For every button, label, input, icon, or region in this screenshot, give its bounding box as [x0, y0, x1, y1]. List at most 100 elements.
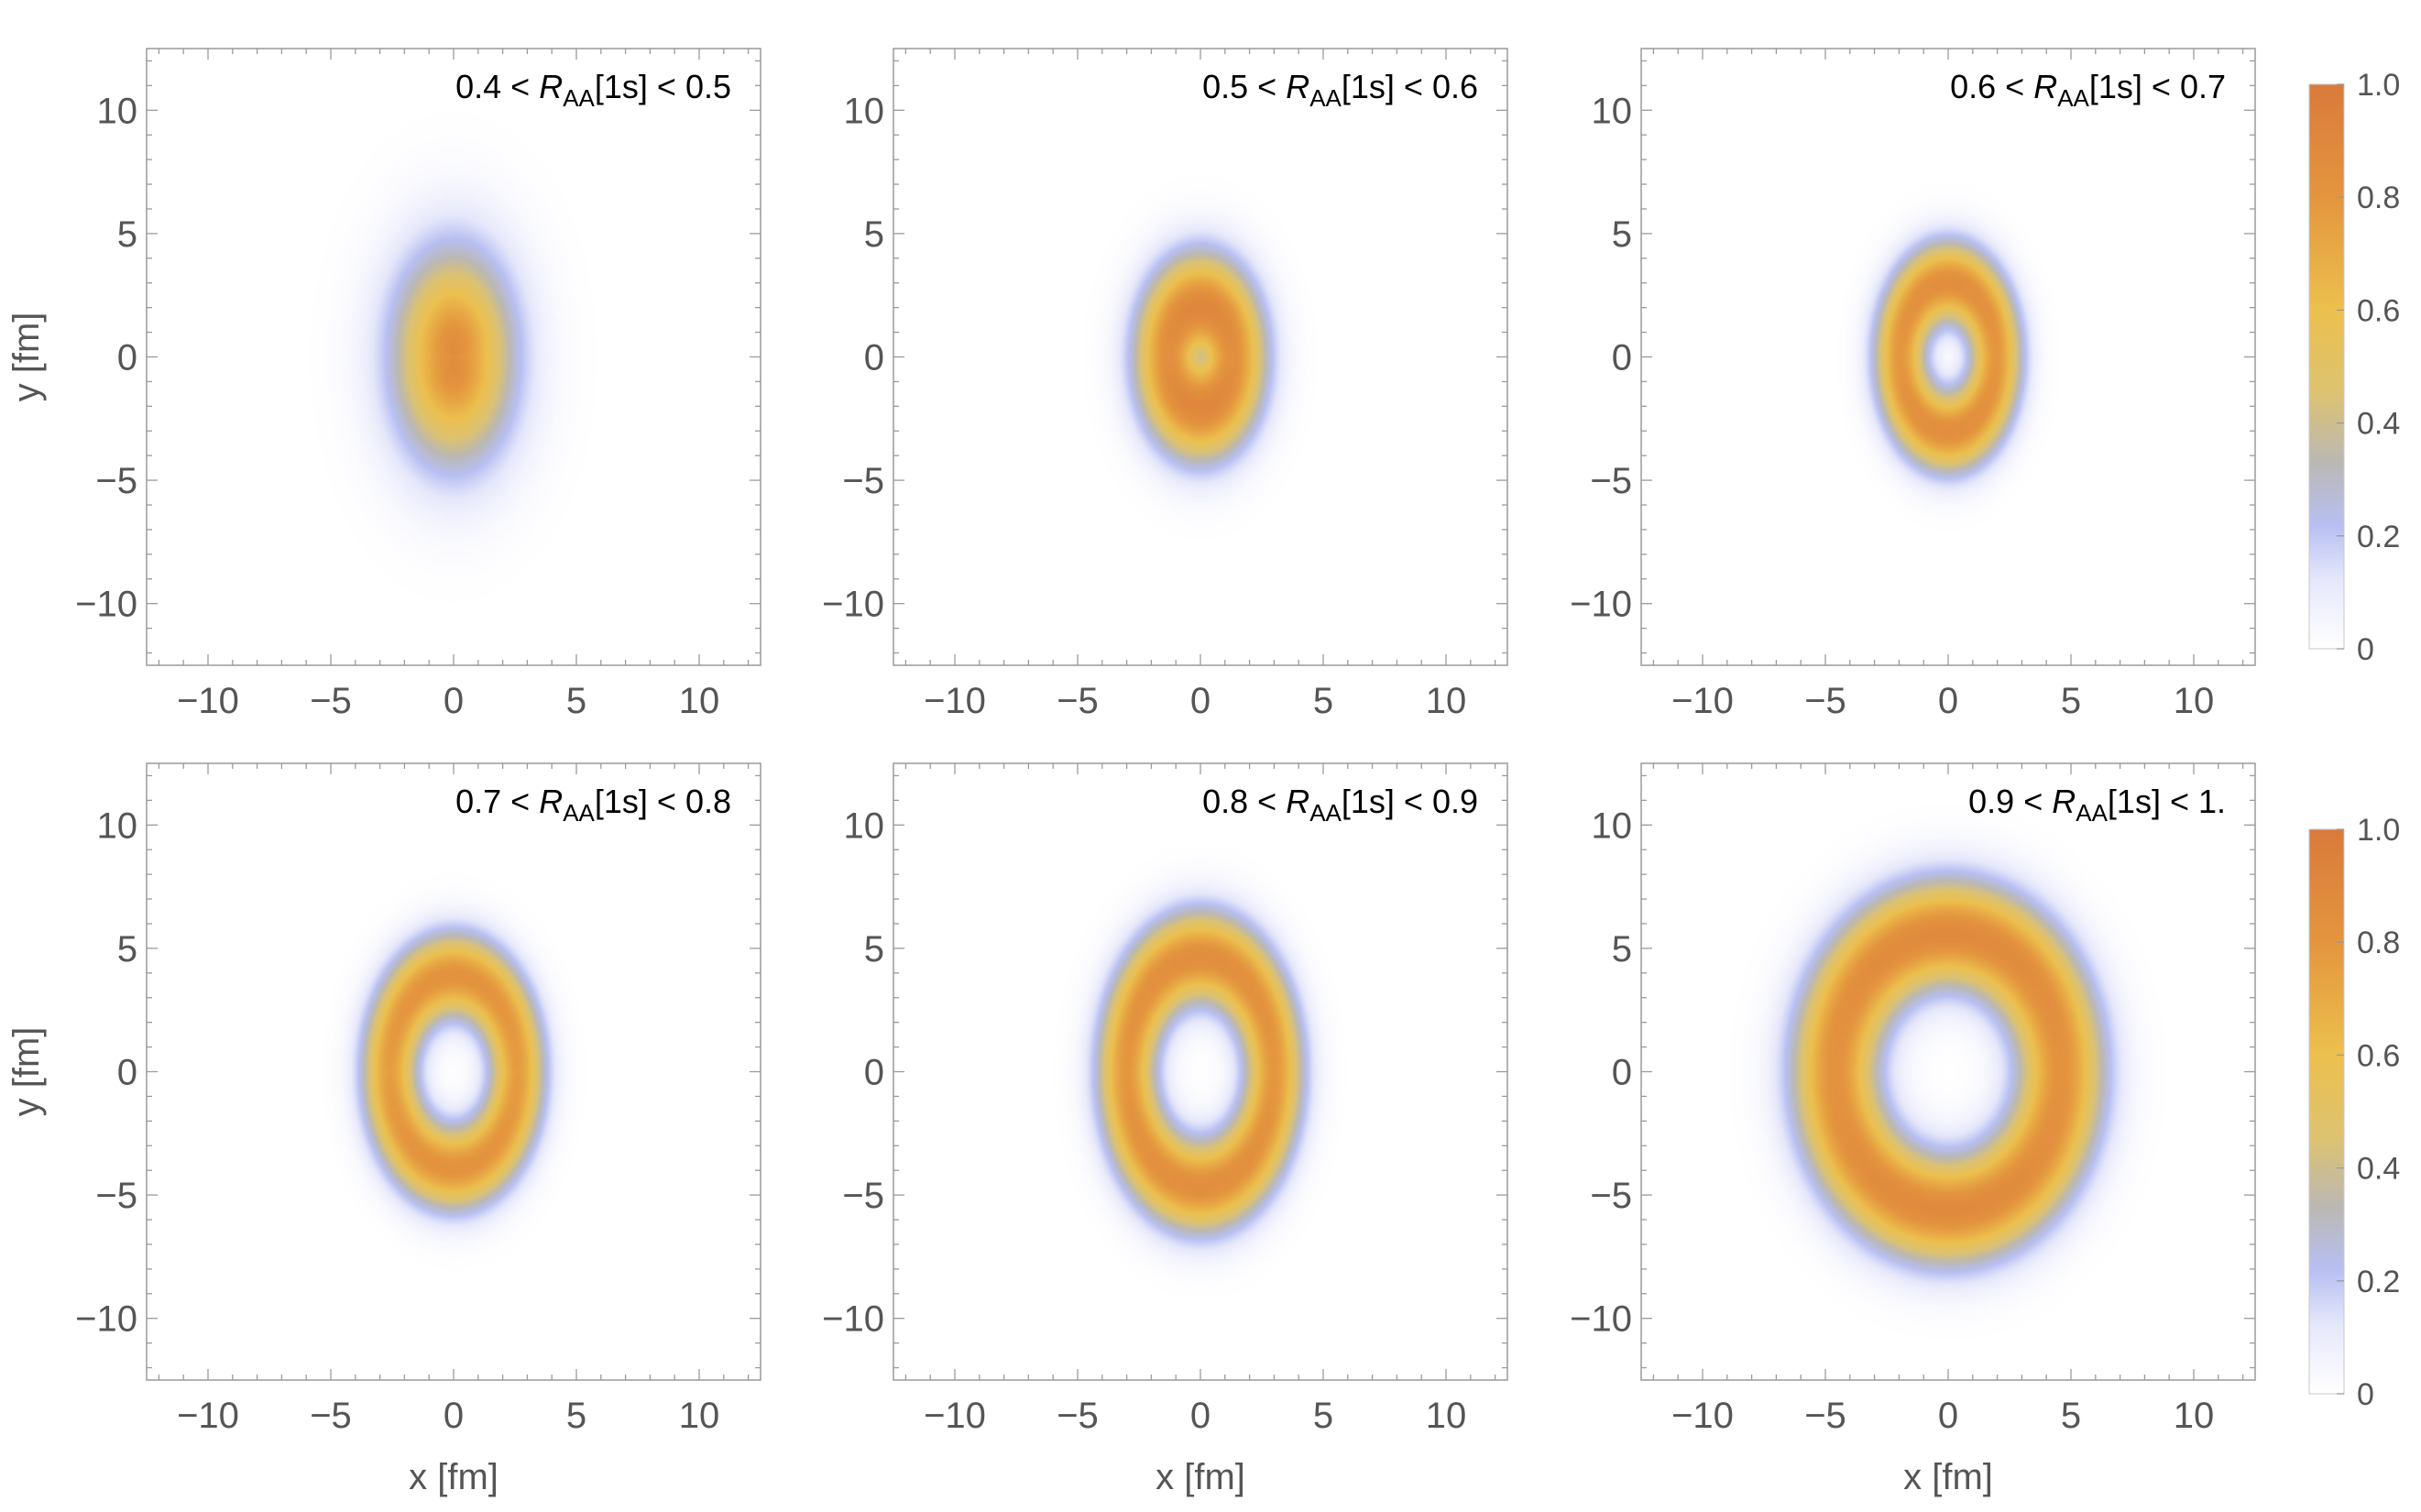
axis-ticks — [893, 49, 1507, 665]
x-tick-label: 0 — [444, 681, 464, 721]
x-axis-title: x [fm] — [409, 1457, 498, 1497]
y-tick-label: −5 — [842, 461, 884, 501]
x-tick-label: −5 — [1057, 681, 1099, 721]
x-tick-label: 0 — [1190, 681, 1210, 721]
y-tick-label: −10 — [1570, 585, 1632, 625]
panel-5: −10 −5 0 5 10 −10 −5 0 5 10 0.8 < RAA[1s] < 0.9 x [… — [822, 762, 1508, 1497]
y-tick-label: −10 — [75, 585, 137, 625]
panel-label: 0.8 < RAA[1s] < 0.9 — [1202, 783, 1478, 827]
colorbar-tick-label: 1.0 — [2357, 68, 2400, 103]
panel-label: 0.6 < RAA[1s] < 0.7 — [1950, 68, 2226, 112]
y-tick-label: 0 — [117, 1053, 137, 1093]
y-tick-label: 5 — [117, 214, 137, 255]
x-tick-label: −10 — [177, 1396, 239, 1436]
y-tick-label: 10 — [97, 91, 138, 131]
x-tick-label: 0 — [1938, 1396, 1958, 1436]
colorbar-tick-label: 1.0 — [2357, 813, 2400, 848]
x-tick-label: 5 — [566, 1396, 586, 1436]
x-tick-label: −5 — [1804, 1396, 1846, 1436]
y-tick-label: 10 — [97, 805, 138, 846]
y-tick-label: −10 — [1570, 1299, 1632, 1340]
x-tick-label: −5 — [1057, 1396, 1099, 1436]
x-axis-title: x [fm] — [1156, 1457, 1245, 1497]
x-tick-label: 0 — [1190, 1396, 1210, 1436]
x-tick-label: 0 — [444, 1396, 464, 1436]
x-tick-label: −5 — [1804, 681, 1846, 721]
colorbar-1: 0 0.2 0.4 0.6 0.8 1.0 — [2308, 68, 2400, 667]
colorbar-tick-label: 0.2 — [2357, 520, 2400, 554]
colorbar-tick-label: 0.6 — [2357, 1038, 2400, 1073]
x-tick-label: 10 — [1426, 681, 1467, 721]
x-tick-label: −10 — [177, 681, 239, 721]
y-tick-label: −10 — [822, 1299, 884, 1340]
x-tick-label: 10 — [679, 681, 720, 721]
colorbars: 0 0.2 0.4 0.6 0.8 1.0 0 0.2 0.4 0.6 0.8 1.0 — [2308, 68, 2400, 1412]
y-tick-label: 0 — [1612, 338, 1632, 378]
y-tick-label: 10 — [844, 91, 885, 131]
colorbar-tick-label: 0 — [2357, 632, 2374, 667]
y-tick-label: 5 — [864, 929, 884, 970]
colorbar-gradient — [2308, 83, 2345, 650]
colorbar-gradient — [2308, 828, 2345, 1395]
y-tick-label: 0 — [117, 338, 137, 378]
x-tick-label: −10 — [1671, 1396, 1734, 1436]
colorbar-tick-label: 0.2 — [2357, 1265, 2400, 1299]
panel-3: −10 −5 0 5 10 −10 −5 0 5 10 0.6 < RAA[1s] < 0.7 — [1570, 48, 2256, 721]
colorbar-tick-label: 0.4 — [2357, 1152, 2400, 1187]
x-tick-label: 5 — [1313, 1396, 1333, 1436]
x-tick-label: 5 — [2061, 681, 2081, 721]
y-tick-label: −5 — [95, 461, 137, 501]
colorbar-tick-label: 0.4 — [2357, 407, 2400, 442]
x-tick-label: 10 — [679, 1396, 720, 1436]
y-tick-label: 5 — [864, 214, 884, 255]
x-tick-label: 5 — [1313, 681, 1333, 721]
density-map — [147, 763, 761, 1380]
colorbar-tick-label: 0.6 — [2357, 293, 2400, 328]
y-tick-label: 0 — [864, 338, 884, 378]
panel-label: 0.5 < RAA[1s] < 0.6 — [1202, 68, 1478, 112]
y-tick-label: −5 — [1590, 1176, 1632, 1216]
colorbar-tick-label: 0 — [2357, 1377, 2374, 1412]
density-map — [147, 49, 761, 665]
y-tick-label: −5 — [1590, 461, 1632, 501]
panel-4: −10 −5 0 5 10 −10 −5 0 5 10 0.7 < RAA[1s] < 0.8 x [… — [6, 762, 761, 1497]
y-tick-label: −5 — [95, 1176, 137, 1216]
panel-6: −10 −5 0 5 10 −10 −5 0 5 10 0.9 < RAA[1s] < 1. x [f… — [1570, 762, 2256, 1497]
x-tick-label: 5 — [566, 681, 586, 721]
y-tick-label: 5 — [1612, 214, 1632, 255]
x-tick-label: −10 — [924, 1396, 986, 1436]
x-tick-label: 5 — [2061, 1396, 2081, 1436]
axis-ticks — [1641, 49, 2255, 665]
x-tick-label: −10 — [1671, 681, 1734, 721]
panel-label: 0.7 < RAA[1s] < 0.8 — [455, 783, 731, 827]
y-tick-label: 0 — [864, 1053, 884, 1093]
y-tick-label: −10 — [822, 585, 884, 625]
y-tick-label: 10 — [1592, 805, 1633, 846]
x-tick-label: 10 — [2174, 1396, 2215, 1436]
y-tick-label: 5 — [1612, 929, 1632, 970]
x-tick-label: 10 — [1426, 1396, 1467, 1436]
colorbar-tick-label: 0.8 — [2357, 926, 2400, 960]
y-tick-label: 10 — [844, 805, 885, 846]
panels: −10 −5 0 5 10 −10 −5 0 5 10 0.4 < RAA[1s] < 0.5 y [… — [6, 48, 2256, 1497]
panel-1: −10 −5 0 5 10 −10 −5 0 5 10 0.4 < RAA[1s] < 0.5 y [… — [6, 48, 761, 721]
y-axis-title: y [fm] — [6, 1027, 47, 1117]
axis-ticks — [893, 763, 1507, 1380]
x-axis-title: x [fm] — [1903, 1457, 1993, 1497]
x-tick-label: −10 — [924, 681, 986, 721]
x-tick-label: 10 — [2174, 681, 2215, 721]
x-tick-label: −5 — [310, 681, 352, 721]
density-map — [893, 49, 1507, 665]
panel-label: 0.9 < RAA[1s] < 1. — [1968, 783, 2226, 827]
panel-2: −10 −5 0 5 10 −10 −5 0 5 10 0.5 < RAA[1s] < 0.6 — [822, 48, 1508, 721]
y-axis-title: y [fm] — [6, 312, 47, 402]
panel-label: 0.4 < RAA[1s] < 0.5 — [455, 68, 731, 112]
colorbar-2: 0 0.2 0.4 0.6 0.8 1.0 — [2308, 813, 2400, 1412]
axis-ticks — [147, 49, 761, 665]
density-map — [1641, 49, 2255, 665]
y-tick-label: 5 — [117, 929, 137, 970]
axis-ticks — [147, 763, 761, 1380]
density-map — [1641, 763, 2255, 1380]
axis-ticks — [1641, 763, 2255, 1380]
